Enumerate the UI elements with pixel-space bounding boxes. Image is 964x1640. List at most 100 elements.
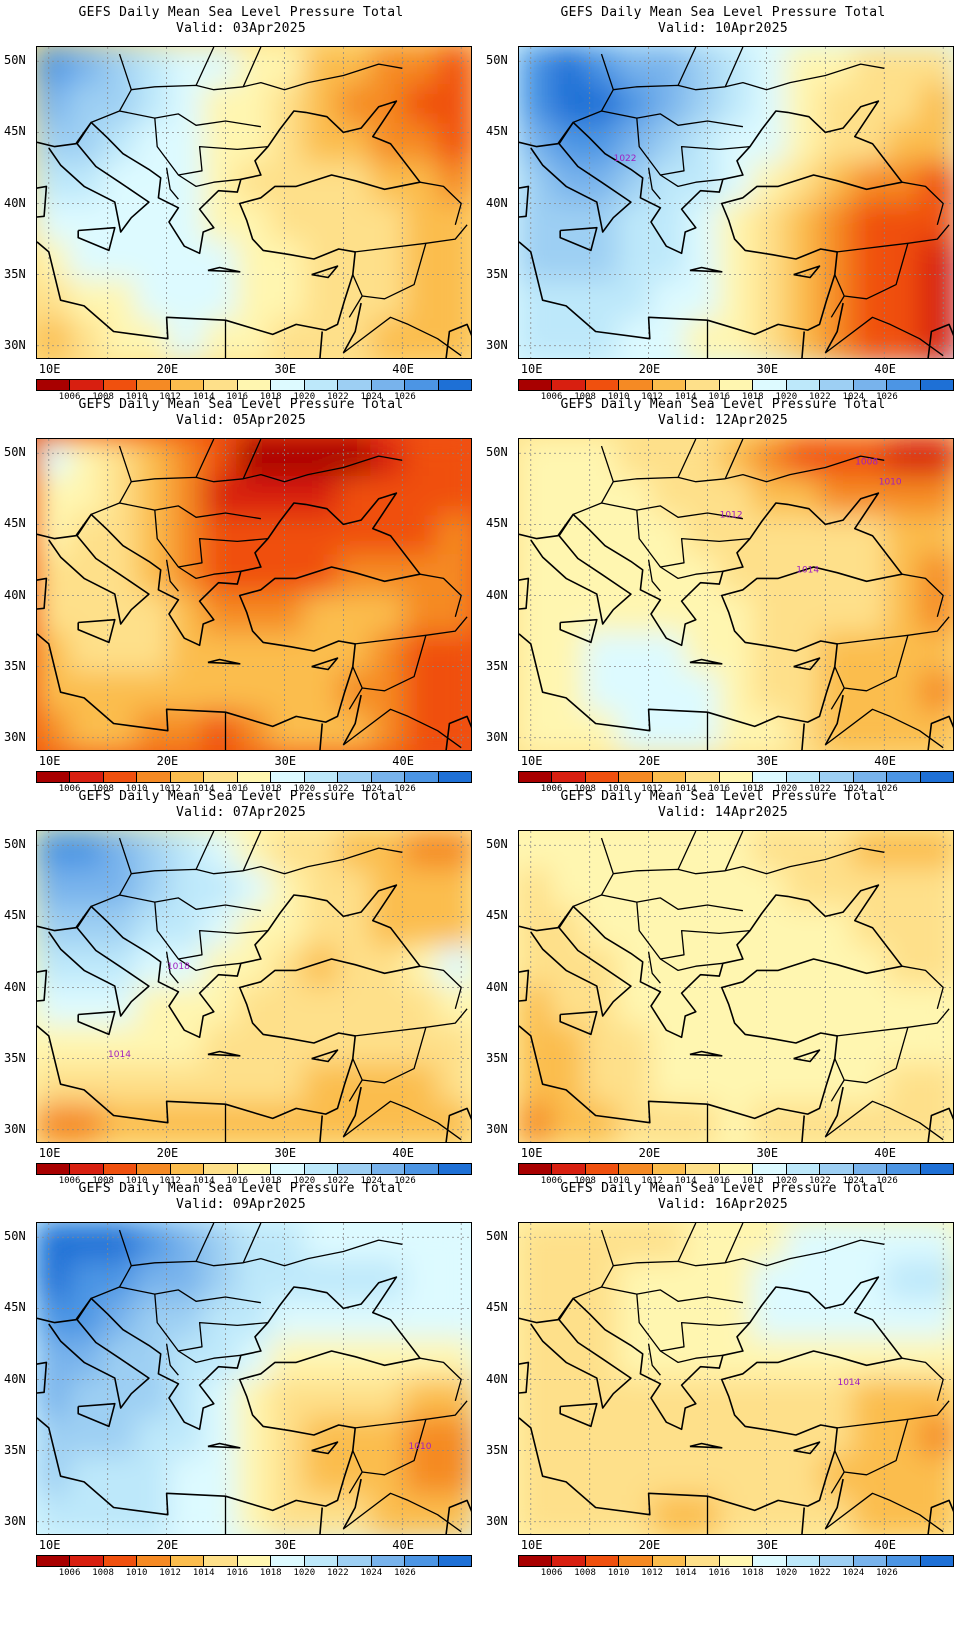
- pressure-cell: [919, 946, 953, 990]
- pressure-map: [518, 830, 954, 1143]
- pressure-cell: [403, 1260, 442, 1304]
- pressure-cell: [718, 1024, 756, 1068]
- lat-tick-label: 40N: [486, 195, 508, 210]
- pressure-cell: [169, 710, 207, 750]
- lat-tick-label: 45N: [486, 516, 508, 531]
- colorbar: [518, 379, 954, 391]
- pressure-cell: [684, 318, 723, 358]
- pressure-cell: [68, 1494, 107, 1534]
- colorbar-swatch: [719, 1164, 754, 1174]
- pressure-cell: [102, 985, 140, 1029]
- pressure-cell: [885, 831, 924, 873]
- pressure-cell: [651, 47, 689, 89]
- pressure-cell: [684, 907, 723, 951]
- colorbar-label: 1026: [876, 784, 898, 794]
- colorbar-swatch: [786, 1556, 821, 1566]
- coastline: [824, 302, 844, 354]
- country-border: [901, 965, 944, 1009]
- colorbar-swatch: [338, 380, 372, 390]
- pressure-cell: [68, 1455, 107, 1499]
- pressure-cell: [236, 1299, 274, 1343]
- country-border: [660, 958, 723, 972]
- colorbar-swatch: [686, 1556, 720, 1566]
- colorbar-label: 1012: [641, 1568, 663, 1578]
- pressure-cell: [403, 593, 442, 637]
- colorbar: [36, 771, 472, 783]
- pressure-cell: [135, 1338, 174, 1382]
- colorbar-swatch: [786, 380, 821, 390]
- pressure-cell: [919, 907, 953, 951]
- colorbar-swatch: [170, 1556, 205, 1566]
- pressure-cell: [584, 1024, 622, 1068]
- lat-tick-label: 30N: [4, 1513, 26, 1528]
- pressure-cell: [785, 123, 823, 167]
- pressure-cell: [751, 162, 790, 206]
- pressure-cell: [202, 710, 241, 750]
- pressure-cell: [684, 985, 723, 1029]
- country-border: [165, 1343, 179, 1376]
- colorbar-swatch: [338, 772, 372, 782]
- colorbar-swatch: [137, 1556, 171, 1566]
- colorbar-label: 1020: [293, 1176, 316, 1186]
- pressure-cell: [236, 868, 274, 912]
- country-border: [636, 510, 751, 568]
- pressure-cell: [269, 84, 308, 128]
- pressure-cell: [852, 946, 890, 990]
- pressure-cell: [818, 1024, 857, 1068]
- pressure-cell: [584, 240, 622, 284]
- coastline: [77, 226, 116, 252]
- lon-tick-label: 30E: [274, 362, 297, 376]
- country-border: [901, 573, 944, 617]
- pressure-cell: [550, 671, 589, 715]
- colorbar-swatch: [304, 380, 339, 390]
- pressure-cell: [751, 515, 790, 559]
- country-border: [118, 1229, 132, 1266]
- country-border: [825, 316, 944, 357]
- pressure-cell: [785, 279, 823, 323]
- coastline: [519, 1276, 903, 1516]
- colorbar-label: 1006: [58, 1176, 81, 1186]
- colorbar-swatch: [304, 772, 339, 782]
- pressure-cell: [370, 1377, 408, 1421]
- pressure-cell: [437, 831, 471, 873]
- pressure-cell: [68, 985, 107, 1029]
- pressure-cell: [135, 240, 174, 284]
- pressure-cell: [102, 476, 140, 520]
- pressure-cell: [102, 1260, 140, 1304]
- pressure-cell: [236, 240, 274, 284]
- pressure-cell: [269, 907, 308, 951]
- pressure-cell: [403, 1377, 442, 1421]
- pressure-cell: [852, 554, 890, 598]
- pressure-cell: [202, 439, 241, 481]
- lon-tick-label: 20E: [638, 362, 661, 376]
- country-border: [601, 894, 744, 912]
- pressure-cell: [437, 1024, 471, 1068]
- pressure-cell: [303, 1299, 341, 1343]
- pressure-cell: [68, 1223, 107, 1265]
- lat-tick-label: 35N: [486, 1442, 508, 1457]
- pressure-cell: [202, 47, 241, 89]
- colorbar-label: 1016: [708, 392, 731, 402]
- colorbar: [518, 771, 954, 783]
- pressure-cell: [336, 907, 375, 951]
- pressure-cell: [584, 1063, 622, 1107]
- pressure-cell: [135, 1455, 174, 1499]
- pressure-cell: [885, 84, 924, 128]
- pressure-cell: [102, 632, 140, 676]
- coastline: [207, 266, 241, 273]
- pressure-cell: [269, 240, 308, 284]
- contour-label: 1010: [409, 1442, 432, 1452]
- coastline: [37, 1361, 48, 1394]
- pressure-cell: [68, 279, 107, 323]
- pressure-cell: [68, 1063, 107, 1107]
- pressure-cell: [236, 554, 274, 598]
- colorbar-swatch: [519, 1556, 553, 1566]
- colorbar-label: 1006: [540, 1176, 563, 1186]
- pressure-cell: [550, 476, 589, 520]
- colorbar-swatch: [237, 1556, 272, 1566]
- pressure-cell: [102, 1024, 140, 1068]
- pressure-cell: [336, 515, 375, 559]
- coastline: [319, 1115, 323, 1142]
- pressure-cell: [269, 671, 308, 715]
- pressure-cell: [169, 1063, 207, 1107]
